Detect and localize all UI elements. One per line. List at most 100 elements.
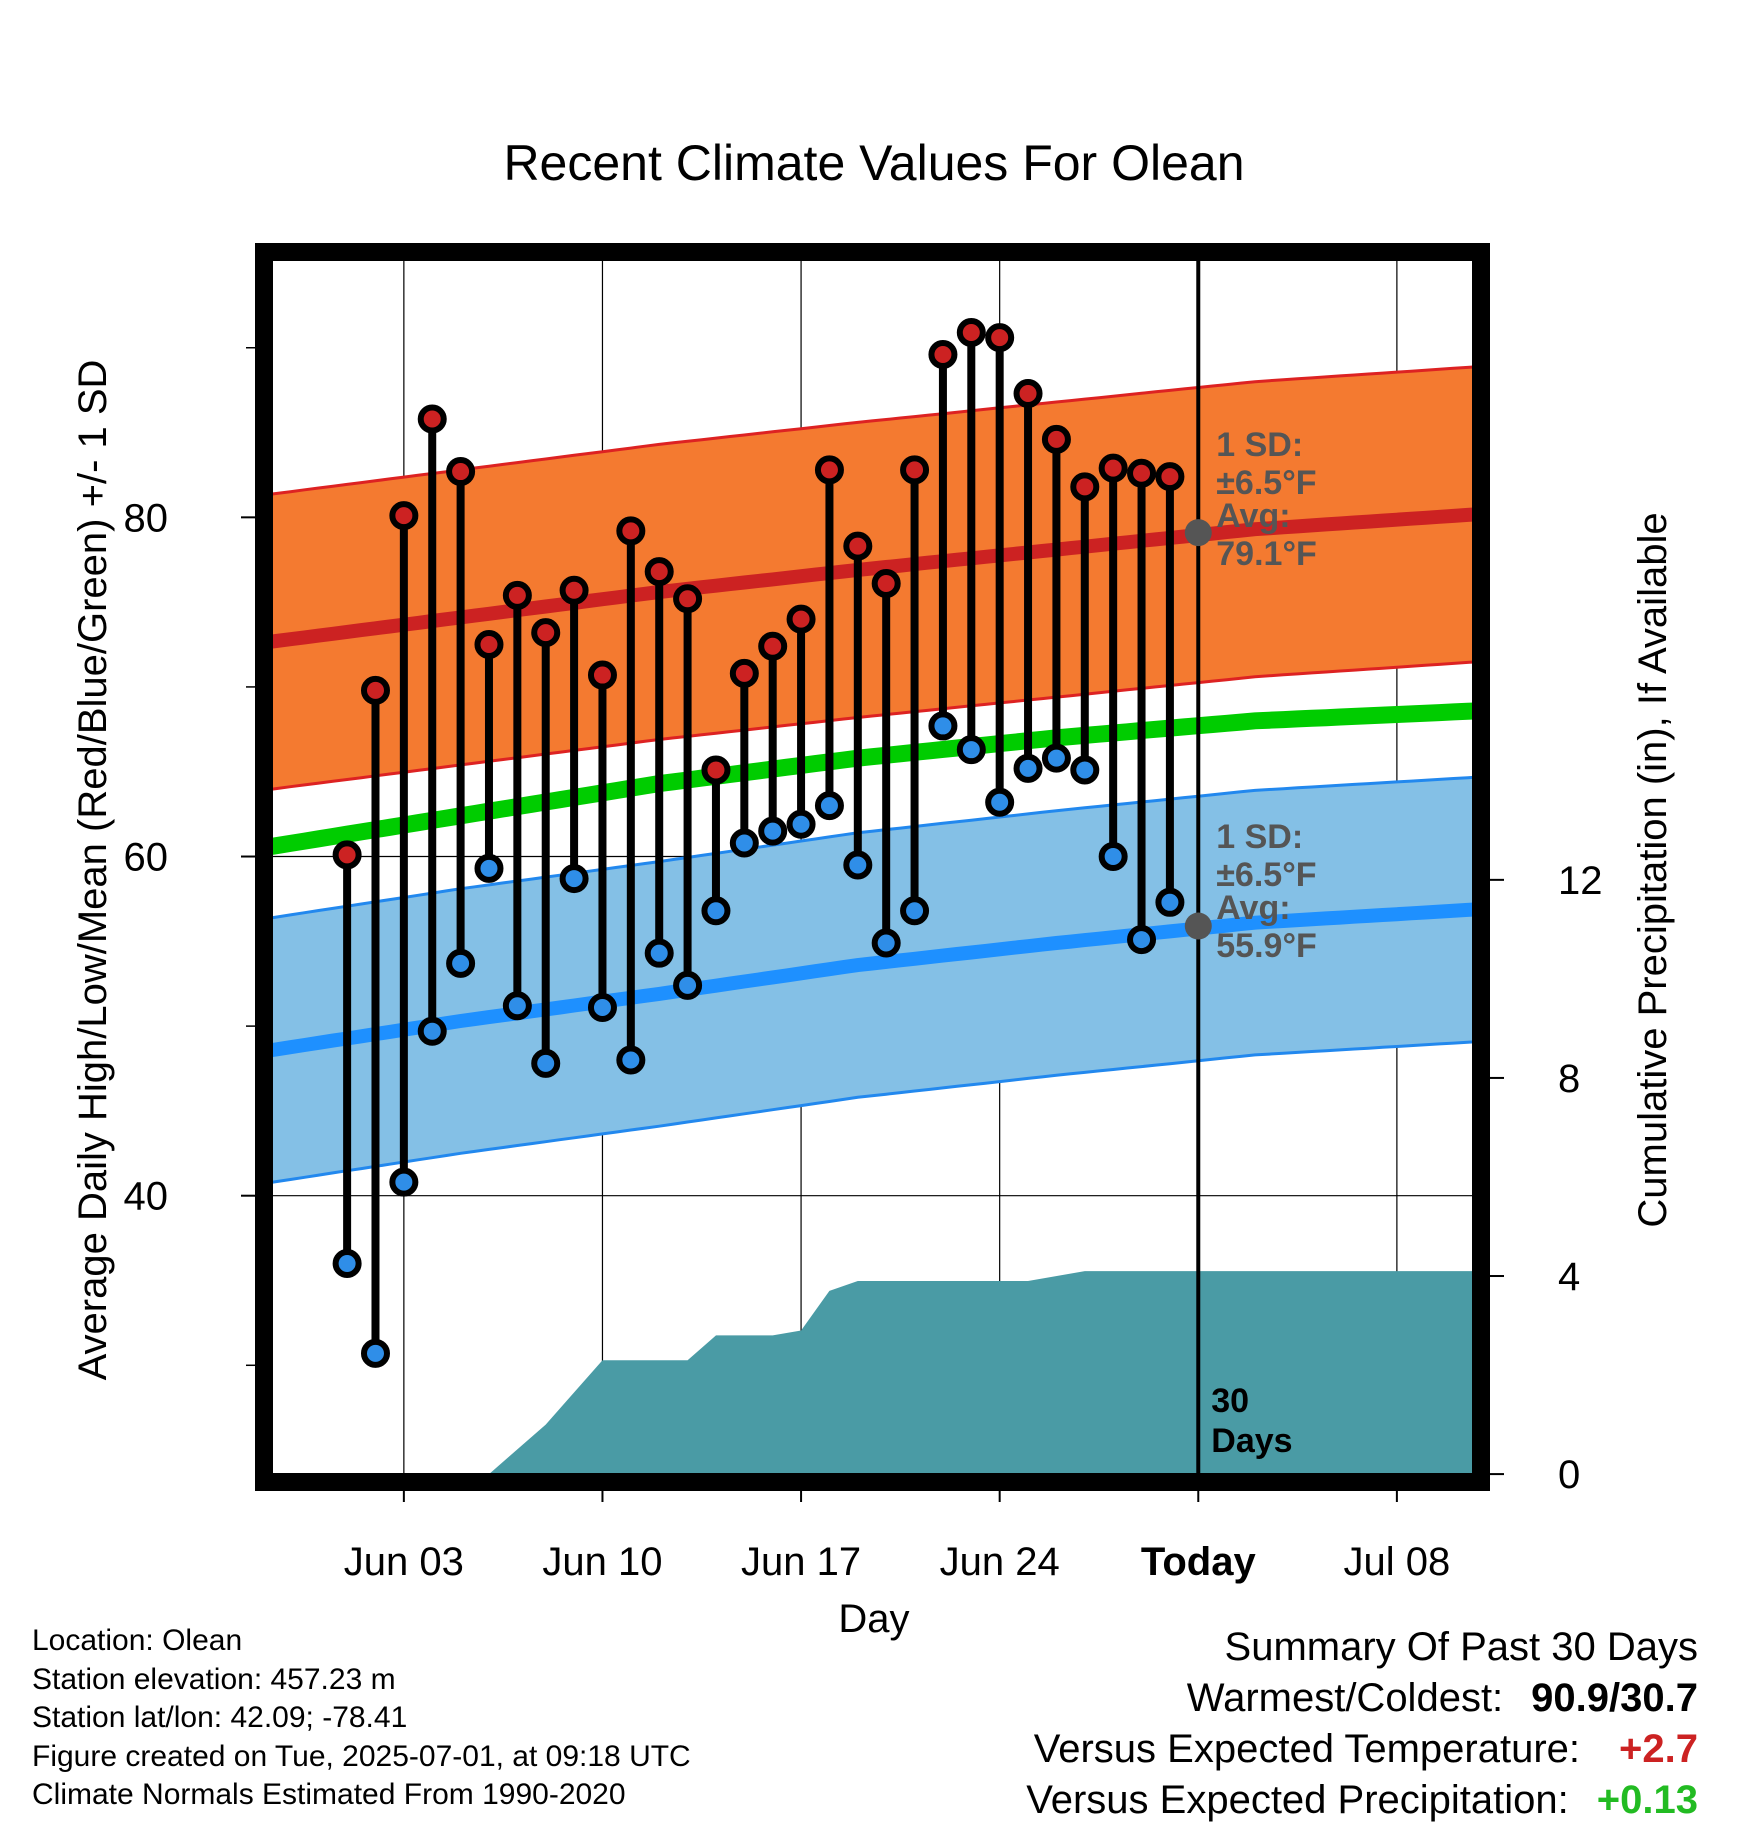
precip-value: +0.13 xyxy=(1596,1778,1698,1822)
daily-high-point xyxy=(814,455,844,485)
today-low-avg-point xyxy=(1184,912,1212,940)
daily-low-point xyxy=(729,828,759,858)
daily-high-point xyxy=(985,323,1015,353)
daily-high-point xyxy=(1070,472,1100,502)
daily-high-point xyxy=(332,840,362,870)
daily-low-point xyxy=(417,1016,447,1046)
mean-line xyxy=(262,702,1482,857)
high-annotation-text: Avg: xyxy=(1216,497,1290,535)
info-created: Figure created on Tue, 2025-07-01, at 09… xyxy=(32,1739,691,1773)
plot-area xyxy=(262,246,1482,1484)
daily-low-point xyxy=(616,1045,646,1075)
daily-high-point xyxy=(1098,453,1128,483)
daily-high-point xyxy=(673,584,703,614)
y2-tick-label: 8 xyxy=(1558,1057,1580,1101)
daily-high-point xyxy=(928,340,958,370)
daily-low-point xyxy=(871,928,901,958)
low-annotation-text: 1 SD: xyxy=(1216,818,1303,856)
daily-high-point xyxy=(502,580,532,610)
daily-high-point xyxy=(758,631,788,661)
daily-high-point xyxy=(1013,379,1043,409)
daily-high-point xyxy=(1041,424,1071,454)
summary-panel: Summary Of Past 30 Days Warmest/Coldest:… xyxy=(1026,1622,1698,1826)
daily-low-point xyxy=(814,791,844,821)
low-band-lower-edge xyxy=(262,1039,1482,1186)
daily-high-point xyxy=(900,455,930,485)
daily-low-point xyxy=(644,938,674,968)
daily-low-point xyxy=(1070,755,1100,785)
info-normals: Climate Normals Estimated From 1990-2020 xyxy=(32,1778,626,1811)
daily-low-point xyxy=(673,970,703,1000)
temp-value: +2.7 xyxy=(1619,1727,1698,1771)
temp-label: Versus Expected Temperature: xyxy=(1033,1727,1580,1771)
daily-low-point xyxy=(928,711,958,741)
summary-temp: Versus Expected Temperature: +2.7 xyxy=(1026,1724,1698,1775)
warm-cold-label: Warmest/Coldest: xyxy=(1186,1676,1504,1720)
low-annotation-text: 55.9°F xyxy=(1216,927,1317,965)
daily-low-point xyxy=(1013,753,1043,783)
high-annotation-text: 1 SD: xyxy=(1216,426,1303,464)
daily-low-point xyxy=(1098,842,1128,872)
y-tick-label: 60 xyxy=(124,836,169,880)
summary-title: Summary Of Past 30 Days xyxy=(1224,1625,1698,1669)
high-annotation-text: 79.1°F xyxy=(1216,535,1317,573)
daily-high-point xyxy=(417,404,447,434)
daily-low-point xyxy=(900,896,930,926)
daily-low-point xyxy=(531,1048,561,1078)
daily-high-point xyxy=(644,557,674,587)
low-annotation-text: ±6.5°F xyxy=(1216,856,1316,894)
daily-high-point xyxy=(616,516,646,546)
low-annotation-text: Avg: xyxy=(1216,889,1290,927)
info-location: Location: Olean xyxy=(32,1624,243,1657)
y2-tick-label: 12 xyxy=(1558,859,1603,903)
y-axis-label: Average Daily High/Low/Mean (Red/Blue/Gr… xyxy=(71,360,115,1381)
y-tick-label: 80 xyxy=(124,496,169,540)
daily-high-point xyxy=(559,575,589,605)
summary-warm-cold: Warmest/Coldest: 90.9/30.7 xyxy=(1026,1673,1698,1724)
info-elevation: Station elevation: 457.23 m xyxy=(32,1662,396,1696)
daily-high-point xyxy=(1155,462,1185,492)
daily-low-point xyxy=(502,991,532,1021)
x-tick-label: Jun 10 xyxy=(542,1540,662,1584)
daily-high-point xyxy=(389,501,419,531)
today-days-label: Days xyxy=(1211,1422,1292,1460)
summary-precip: Versus Expected Precipitation: +0.13 xyxy=(1026,1775,1698,1826)
today-days-label: 30 xyxy=(1211,1382,1249,1420)
daily-high-point xyxy=(729,658,759,688)
precip-label: Versus Expected Precipitation: xyxy=(1026,1778,1569,1822)
daily-low-point xyxy=(1041,743,1071,773)
x-tick-label: Jun 17 xyxy=(741,1540,861,1584)
daily-high-point xyxy=(843,531,873,561)
daily-low-point xyxy=(389,1167,419,1197)
daily-low-point xyxy=(559,864,589,894)
daily-low-point xyxy=(332,1249,362,1279)
daily-low-point xyxy=(701,896,731,926)
high-band-lower-edge xyxy=(262,660,1482,792)
chart-title: Recent Climate Values For Olean xyxy=(503,135,1244,191)
high-average-line xyxy=(262,507,1482,650)
y2-tick-label: 4 xyxy=(1558,1255,1580,1299)
low-average-line xyxy=(262,902,1482,1059)
daily-high-point xyxy=(587,660,617,690)
daily-low-point xyxy=(1155,887,1185,917)
x-axis-label: Day xyxy=(838,1597,909,1641)
low-band-upper-edge xyxy=(262,775,1482,921)
today-high-avg-point xyxy=(1184,519,1212,547)
y2-axis-label: Cumulative Precipitation (in), If Availa… xyxy=(1631,512,1675,1227)
daily-high-point xyxy=(1127,458,1157,488)
x-tick-label: Jun 03 xyxy=(344,1540,464,1584)
x-tick-label: Jun 24 xyxy=(940,1540,1060,1584)
daily-low-point xyxy=(956,735,986,765)
station-info: Location: Olean Station elevation: 457.2… xyxy=(32,1622,691,1815)
y2-tick-label: 0 xyxy=(1558,1453,1580,1497)
daily-high-point xyxy=(786,604,816,634)
daily-low-point xyxy=(474,853,504,883)
daily-low-point xyxy=(786,809,816,839)
high-annotation-text: ±6.5°F xyxy=(1216,464,1316,502)
daily-low-point xyxy=(985,787,1015,817)
daily-low-point xyxy=(1127,925,1157,955)
daily-high-point xyxy=(446,457,476,487)
daily-high-point xyxy=(871,568,901,598)
daily-high-point xyxy=(701,755,731,785)
